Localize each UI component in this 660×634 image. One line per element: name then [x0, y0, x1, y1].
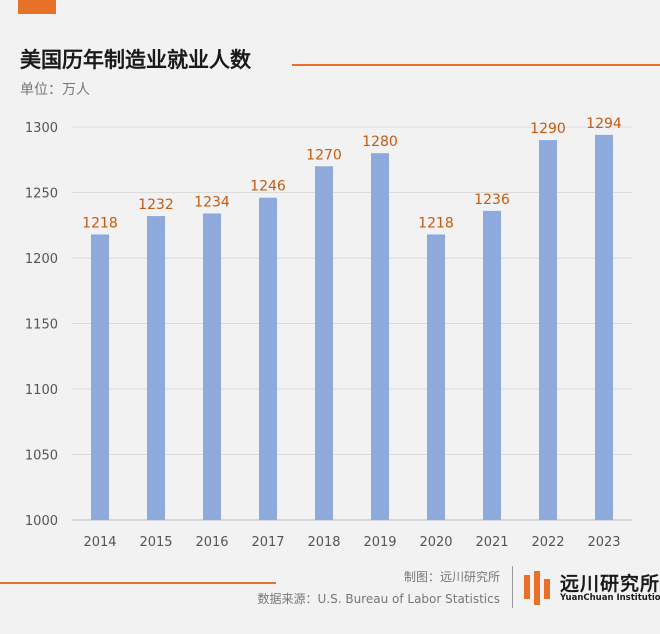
x-tick-label: 2019	[363, 535, 396, 550]
data-label: 1234	[194, 194, 230, 210]
chart-title: 美国历年制造业就业人数	[20, 48, 251, 72]
y-tick-label: 1250	[25, 187, 58, 202]
y-tick-label: 1000	[25, 514, 58, 529]
gridlines	[72, 126, 632, 521]
bar	[539, 140, 557, 520]
x-tick-label: 2020	[419, 535, 452, 550]
bar	[147, 216, 165, 520]
data-label: 1270	[306, 147, 342, 163]
bar	[91, 234, 109, 521]
bar	[427, 234, 445, 521]
x-tick-label: 2023	[587, 535, 620, 550]
data-label: 1218	[82, 215, 118, 231]
data-label: 1236	[474, 192, 510, 208]
x-tick-label: 2014	[83, 535, 116, 550]
bars	[91, 134, 613, 521]
logo-name-cn: 远川研究所	[560, 573, 660, 595]
x-axis: 2014 2015 2016 2017 2018 2019 2020 2021 2022 2023	[83, 535, 620, 550]
data-labels: 1218 1232 1234 1246 1270 1280 1218 1236 1290 1294	[82, 116, 622, 232]
logo: 远川研究所 YuanChuan Institution	[524, 568, 660, 608]
unit-label: 单位：万人	[20, 82, 90, 98]
bar	[483, 210, 501, 520]
x-tick-label: 2017	[251, 535, 284, 550]
x-tick-label: 2016	[195, 535, 228, 550]
bar	[315, 166, 333, 521]
data-label: 1294	[586, 116, 622, 132]
credit-text: 制图：远川研究所	[403, 570, 500, 584]
y-tick-label: 1150	[25, 318, 58, 333]
bar	[371, 153, 389, 520]
footer-rule	[0, 582, 276, 584]
x-tick-label: 2021	[475, 535, 508, 550]
x-tick-label: 2018	[307, 535, 340, 550]
y-tick-label: 1050	[25, 449, 58, 464]
y-tick-label: 1200	[25, 252, 58, 267]
data-label: 1246	[250, 179, 286, 195]
accent-bar	[18, 0, 56, 14]
data-label: 1280	[362, 134, 398, 150]
data-label: 1232	[138, 197, 174, 213]
y-axis: 1000 1050 1100 1150 1200 1250 1300	[25, 121, 58, 529]
logo-name-en: YuanChuan Institution	[560, 593, 660, 603]
bar	[595, 134, 613, 521]
bar	[259, 197, 277, 521]
y-tick-label: 1100	[25, 383, 58, 398]
logo-mark-icon	[524, 571, 550, 605]
y-tick-label: 1300	[25, 121, 58, 136]
x-tick-label: 2015	[139, 535, 172, 550]
source-text: 数据来源：U.S. Bureau of Labor Statistics	[257, 592, 501, 606]
bar-chart: 1000 1050 1100 1150 1200 1250 1300 1218 1232 123…	[25, 116, 632, 550]
data-label: 1290	[530, 121, 566, 137]
data-label: 1218	[418, 215, 454, 231]
footer-divider	[512, 566, 513, 608]
x-tick-label: 2022	[531, 535, 564, 550]
title-rule	[292, 64, 660, 66]
bar	[203, 213, 221, 520]
